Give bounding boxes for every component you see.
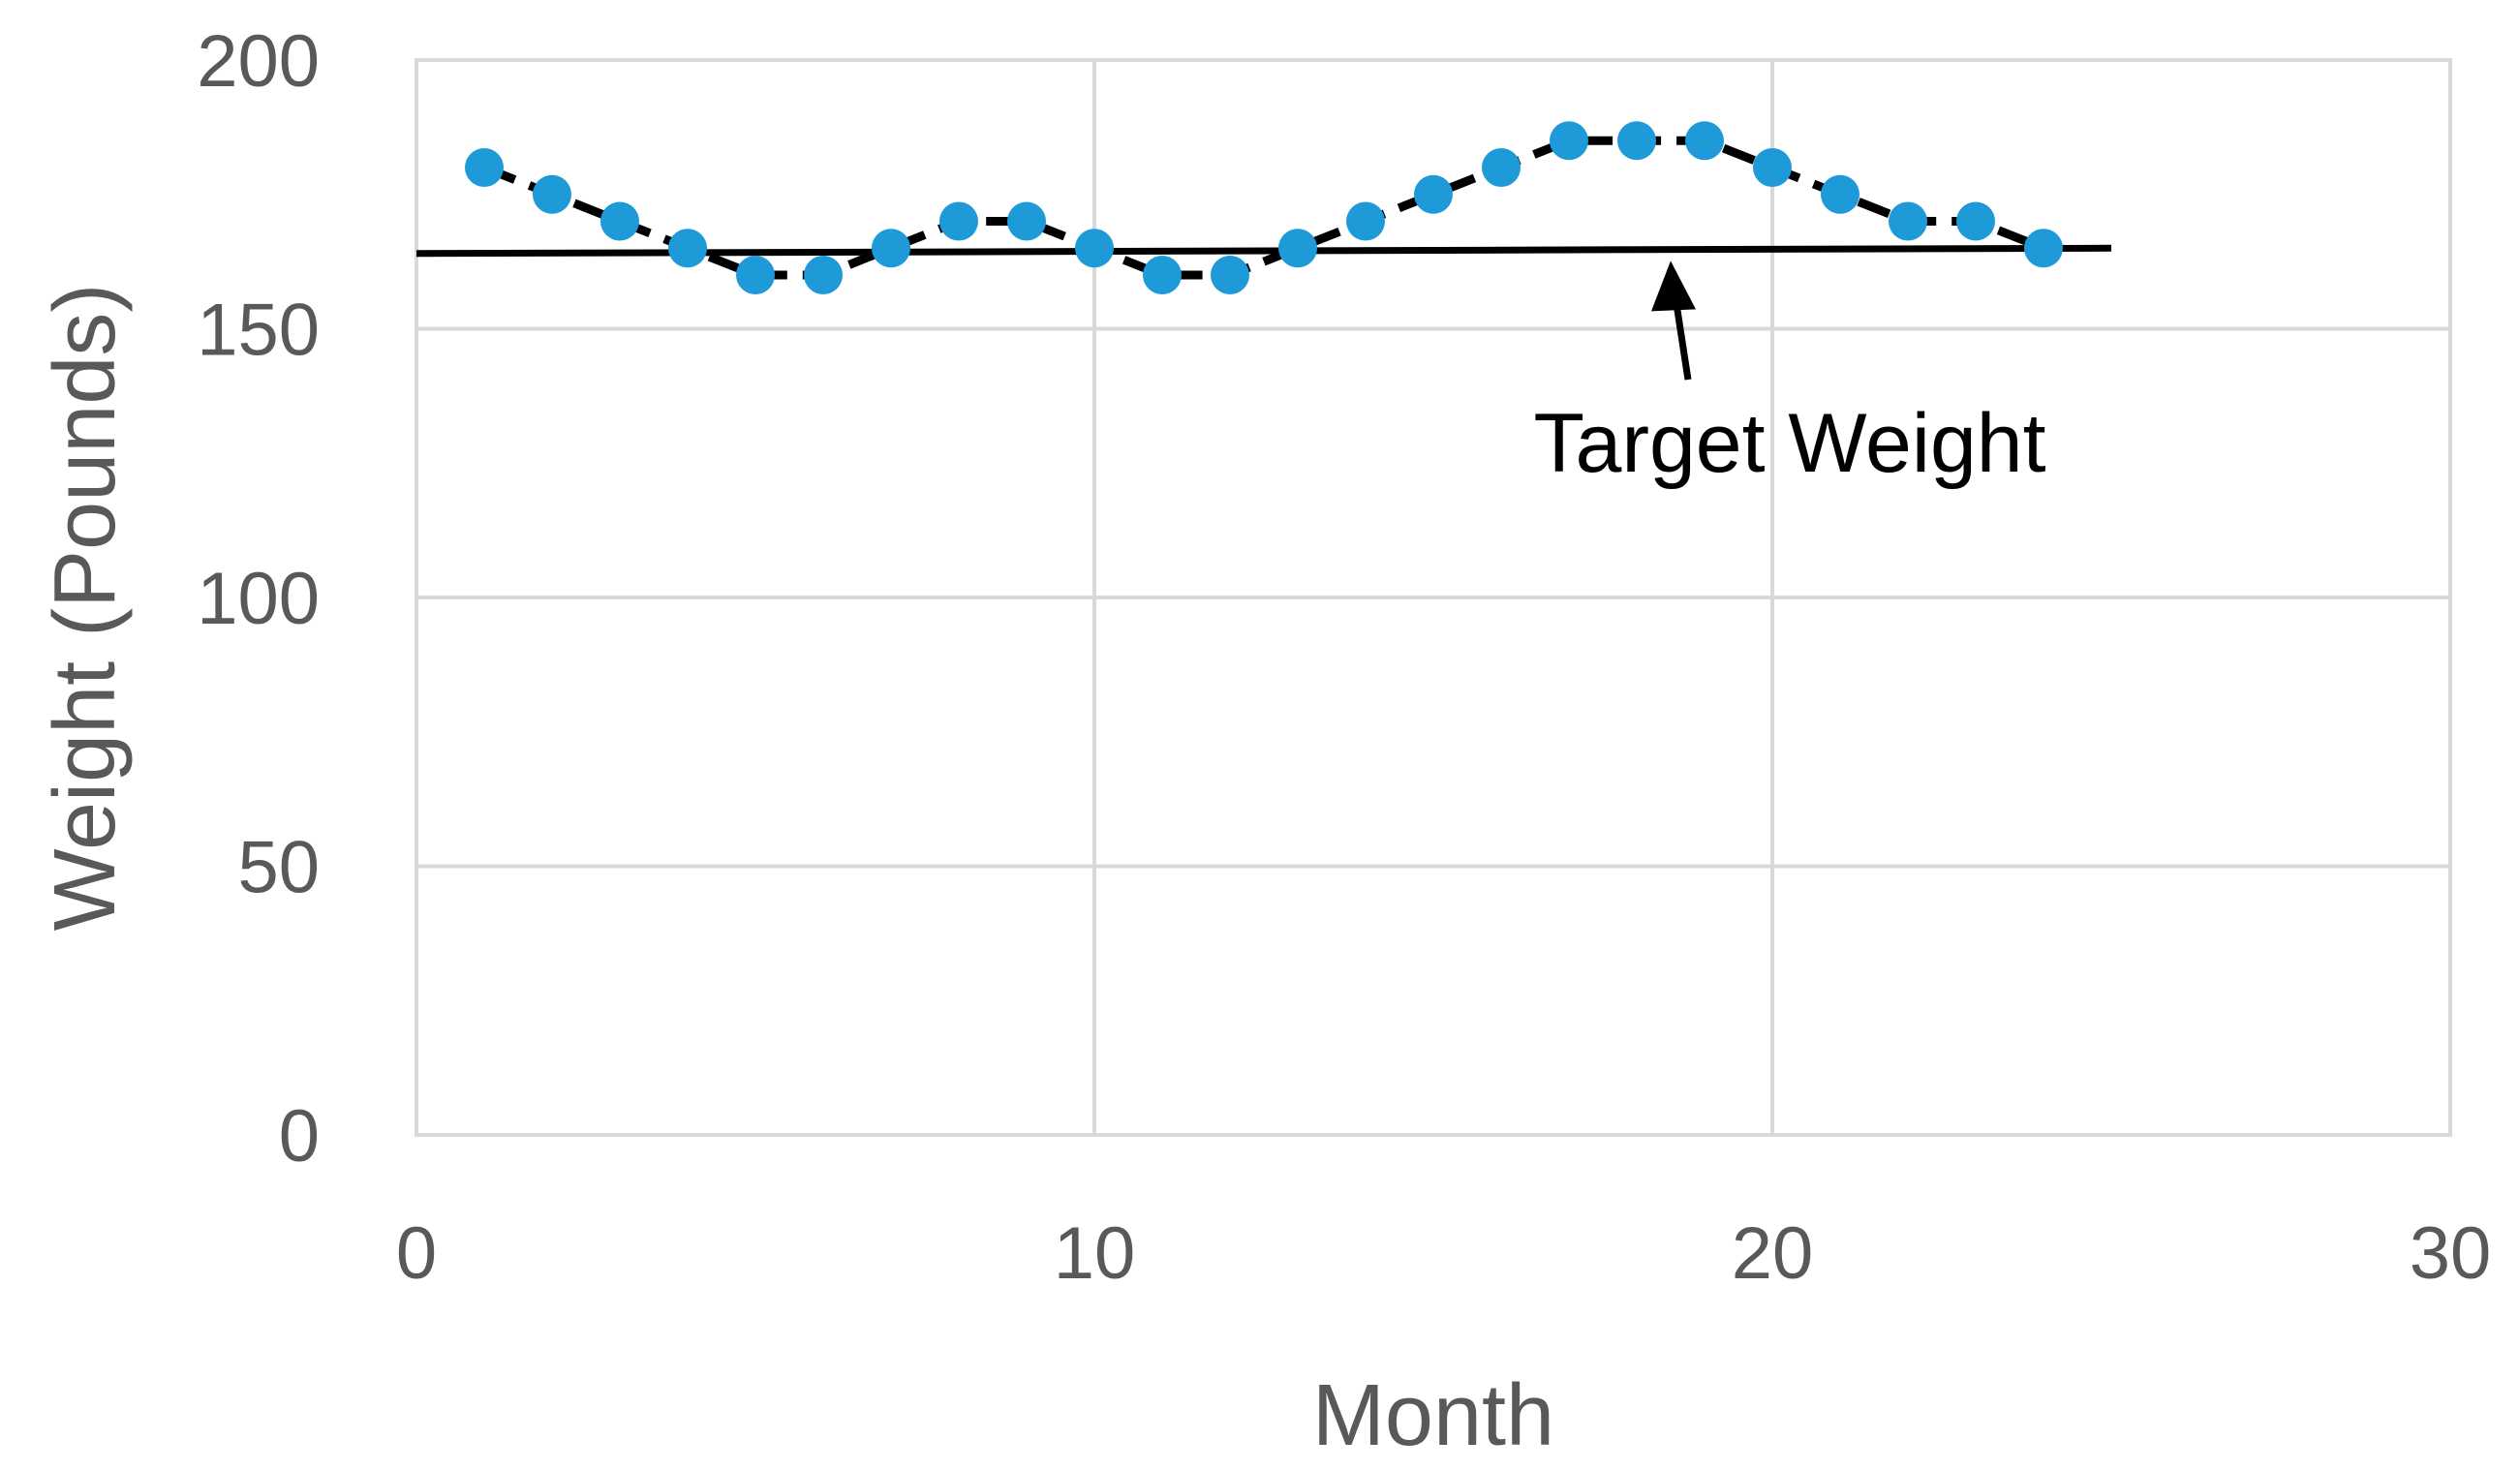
data-point	[939, 201, 978, 241]
data-point	[1007, 201, 1046, 241]
data-point	[465, 148, 504, 187]
x-axis-tick-labels: 0 10 20 30	[396, 1212, 2491, 1295]
y-tick-label: 100	[197, 558, 320, 640]
data-point	[1143, 256, 1182, 294]
x-tick-label: 20	[1732, 1212, 1814, 1295]
x-tick-label: 30	[2410, 1212, 2492, 1295]
x-axis-title: Month	[1312, 1367, 1554, 1464]
data-point	[1889, 201, 1927, 241]
data-point	[1753, 148, 1792, 187]
data-point	[1211, 256, 1249, 294]
y-tick-label: 0	[279, 1095, 320, 1178]
x-tick-label: 10	[1054, 1212, 1136, 1295]
x-tick-label: 0	[396, 1212, 437, 1295]
data-point	[1956, 201, 1995, 241]
data-point	[533, 174, 571, 214]
data-point	[736, 256, 775, 294]
y-axis-title: Weight (Pounds)	[37, 284, 134, 932]
y-tick-label: 50	[237, 827, 320, 909]
data-point	[668, 229, 707, 268]
data-point	[600, 201, 639, 241]
data-point	[804, 256, 843, 294]
data-point	[1617, 121, 1656, 161]
data-point	[1550, 121, 1588, 161]
target-weight-label: Target Weight	[1533, 397, 2045, 490]
data-point	[1821, 174, 1859, 214]
y-axis-tick-labels: 0 50 100 150 200	[197, 20, 320, 1178]
data-point	[1685, 121, 1724, 161]
weight-series	[465, 121, 2063, 294]
y-tick-label: 200	[197, 20, 320, 103]
data-point	[2024, 229, 2063, 268]
data-point	[1278, 229, 1317, 268]
data-point	[1414, 174, 1453, 214]
data-point	[1075, 229, 1114, 268]
plot-area-border	[415, 58, 2452, 1137]
data-point	[1346, 201, 1385, 241]
data-point	[1482, 148, 1521, 187]
data-point	[872, 229, 910, 268]
target-weight-arrow	[1672, 296, 1692, 381]
y-tick-label: 150	[197, 290, 320, 372]
target-weight-arrowhead	[1651, 260, 1696, 312]
